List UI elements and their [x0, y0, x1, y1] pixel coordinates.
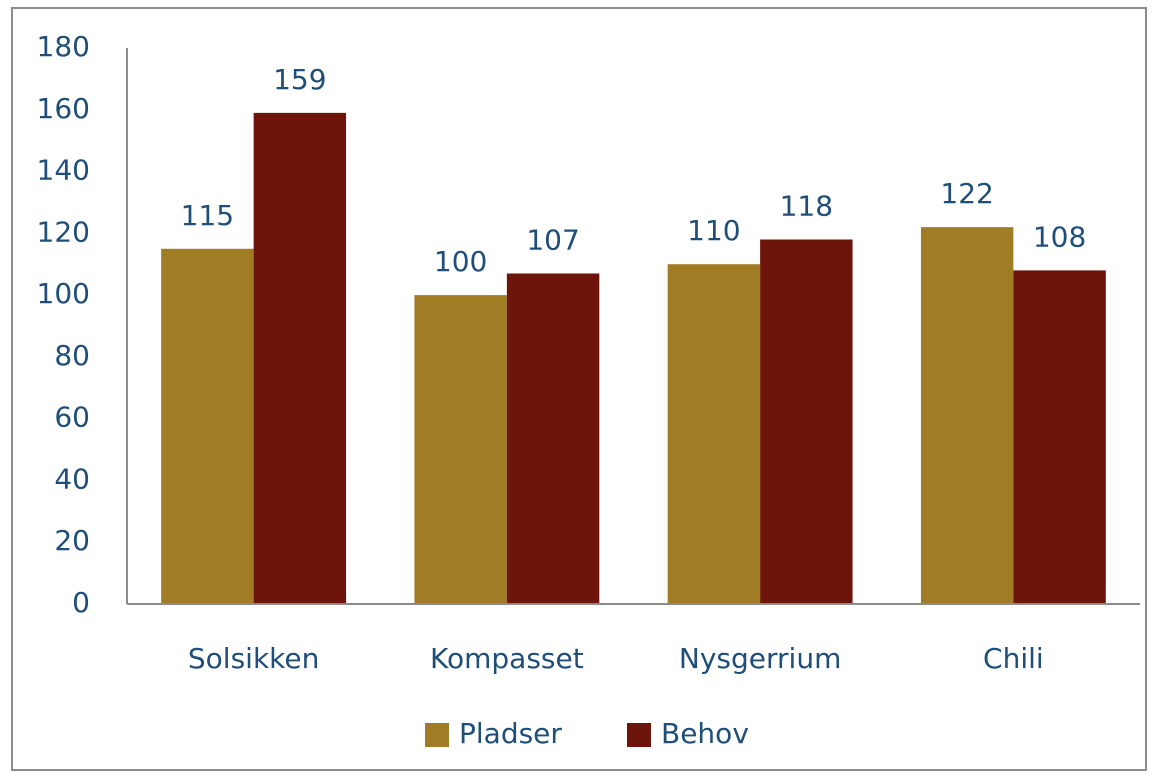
data-label: 108	[1033, 220, 1086, 253]
y-tick-label: 0	[72, 586, 90, 619]
bar	[506, 273, 600, 604]
y-tick-label: 60	[54, 401, 90, 434]
x-tick-label: Chili	[983, 642, 1044, 675]
y-tick-label: 40	[54, 462, 90, 495]
legend-swatch	[425, 723, 449, 747]
y-tick-label: 80	[54, 339, 90, 372]
y-tick-label: 180	[37, 30, 90, 63]
y-tick-label: 140	[37, 154, 90, 187]
legend-swatch	[627, 723, 651, 747]
x-tick-label: Solsikken	[188, 642, 319, 675]
bar	[920, 227, 1014, 604]
data-label: 110	[687, 214, 740, 247]
data-label: 107	[526, 223, 579, 256]
y-tick-label: 120	[37, 215, 90, 248]
legend-label: Pladser	[459, 717, 562, 750]
legend-label: Behov	[661, 717, 749, 750]
bar	[1013, 270, 1106, 604]
y-tick-label: 20	[54, 524, 90, 557]
data-label: 100	[434, 245, 487, 278]
bar	[253, 112, 347, 604]
data-label: 159	[273, 63, 326, 96]
data-label: 118	[780, 190, 833, 223]
bar	[667, 264, 761, 604]
bar	[414, 295, 507, 604]
x-tick-label: Nysgerrium	[679, 642, 841, 675]
bar	[760, 239, 853, 604]
bar	[161, 248, 254, 604]
y-tick-label: 100	[37, 277, 90, 310]
data-label: 115	[181, 199, 234, 232]
y-tick-label: 160	[37, 92, 90, 125]
x-tick-label: Kompasset	[430, 642, 584, 675]
data-label: 122	[940, 177, 993, 210]
